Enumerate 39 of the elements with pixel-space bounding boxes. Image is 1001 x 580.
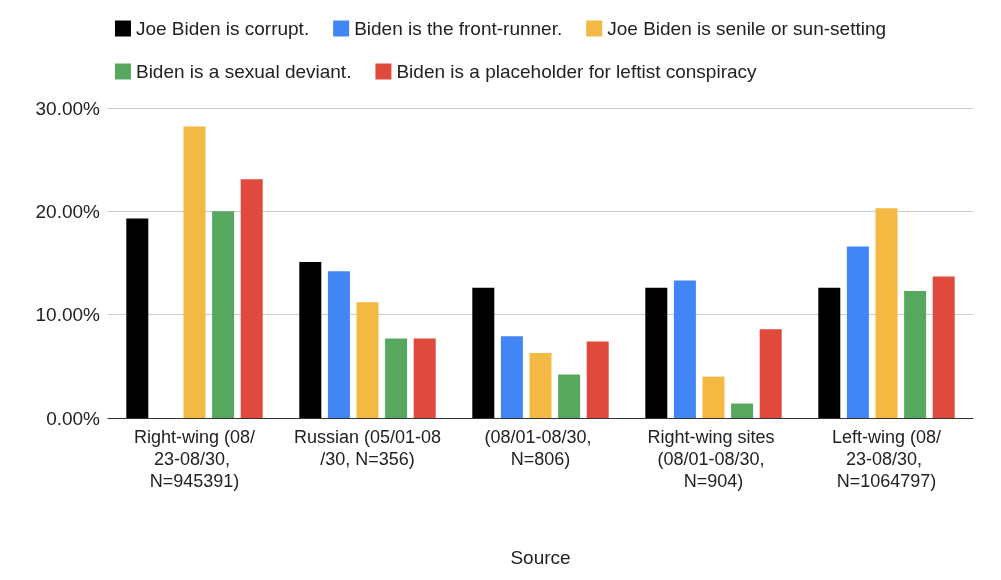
bar xyxy=(558,374,581,418)
bar xyxy=(731,403,754,418)
bar xyxy=(759,329,782,418)
bar xyxy=(586,341,609,418)
y-tick-label: 0.00% xyxy=(46,407,101,429)
x-tick-label: Right-wing (08/23-08/30, N=945391) xyxy=(133,427,256,491)
legend-label: Biden is the front-runner. xyxy=(354,18,563,39)
bar xyxy=(327,271,350,418)
bar xyxy=(932,276,955,418)
bar xyxy=(183,126,206,418)
x-axis-title: Source xyxy=(510,547,571,568)
bar xyxy=(846,246,869,418)
bar xyxy=(299,261,322,418)
bar xyxy=(240,179,263,418)
y-tick-label: 30.00% xyxy=(35,97,101,119)
x-tick-label: Right-wing sites (08/01-08/30, N=904) xyxy=(647,427,780,491)
bar xyxy=(356,302,379,418)
bar xyxy=(413,338,436,418)
bar xyxy=(673,280,696,418)
bar xyxy=(818,287,841,418)
bar xyxy=(212,211,235,418)
bar xyxy=(472,287,495,418)
bar xyxy=(529,352,552,418)
x-tick-label: Russian (05/01-08/30, N=356) xyxy=(293,427,442,469)
legend-label: Joe Biden is senile or sun-setting xyxy=(607,18,887,39)
bar xyxy=(702,376,725,418)
legend-label: Biden is a placeholder for leftist conspiracy xyxy=(396,61,758,82)
bar xyxy=(500,336,523,418)
y-tick-label: 10.00% xyxy=(35,304,101,326)
y-tick-label: 20.00% xyxy=(35,200,101,222)
legend-label: Joe Biden is corrupt. xyxy=(135,18,310,39)
bar xyxy=(904,290,927,418)
x-tick-label: Left-wing (08/23-08/30, N=1064797) xyxy=(831,427,942,491)
legend-label: Biden is a sexual deviant. xyxy=(135,61,352,82)
x-tick-label: (08/01-08/30, N=806) xyxy=(484,427,597,469)
bar xyxy=(385,338,408,418)
bar xyxy=(645,287,668,418)
bar xyxy=(875,208,898,418)
bar xyxy=(126,218,149,418)
